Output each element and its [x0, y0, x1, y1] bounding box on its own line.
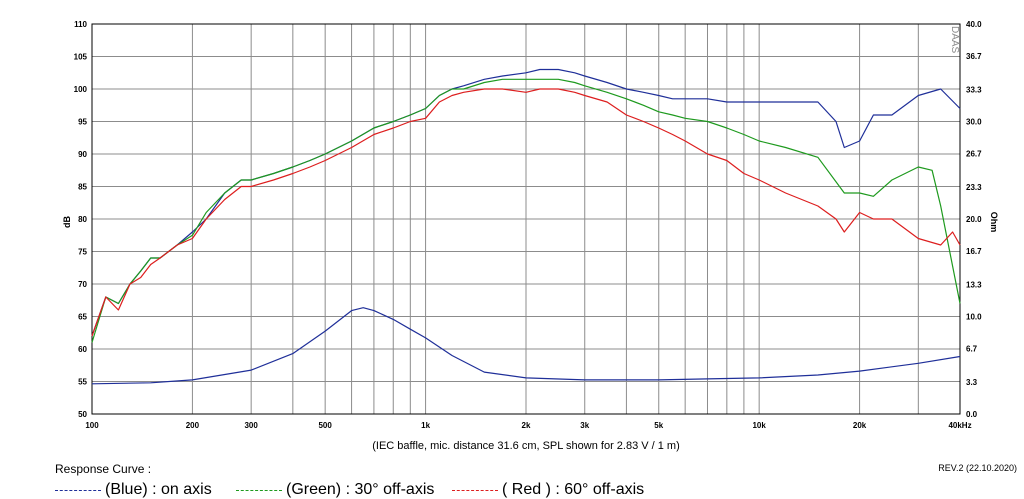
legend-swatch-red	[452, 489, 498, 491]
chart-grid	[92, 24, 960, 414]
y-right-tick-label: 20.0	[966, 215, 982, 224]
y-right-tick-label: 6.7	[966, 345, 978, 354]
y-right-tick-label: 33.3	[966, 85, 982, 94]
legend-label-blue: (Blue) : on axis	[105, 481, 212, 498]
legend-item-green: (Green) : 30° off-axis	[236, 481, 434, 499]
daas-watermark: DAAS	[949, 26, 960, 54]
y-left-tick-label: 95	[78, 118, 87, 127]
series-line-blue-on-axis	[91, 68, 961, 337]
y-right-tick-label: 10.0	[966, 313, 982, 322]
legend-item-blue: (Blue) : on axis	[55, 481, 212, 499]
y-right-tick-label: 23.3	[966, 183, 982, 192]
x-tick-label: 500	[318, 421, 332, 430]
x-tick-label: 100	[85, 421, 99, 430]
legend-label-red: ( Red ) : 60° off-axis	[502, 481, 645, 498]
y-left-tick-label: 60	[78, 345, 87, 354]
x-tick-label: 5k	[654, 421, 663, 430]
series-line-green-30-off-axis	[91, 78, 961, 343]
y-left-tick-label: 75	[78, 248, 87, 257]
y-right-tick-label: 30.0	[966, 118, 982, 127]
x-tick-label: 10k	[752, 421, 766, 430]
y-left-tick-label: 50	[78, 410, 87, 419]
y-left-tick-label: 85	[78, 183, 87, 192]
y-left-tick-label: 110	[74, 20, 87, 29]
legend-swatch-blue	[55, 489, 101, 491]
legend-title: Response Curve :	[55, 462, 152, 476]
y-left-tick-label: 90	[78, 150, 87, 159]
y-left-tick-label: 70	[78, 280, 87, 289]
frequency-response-chart: 100 200 300 500 1k 2k 3k 5k 10k 20k 40kHz 50 55 60 65 7…	[62, 20, 999, 452]
y-right-tick-label: 26.7	[966, 150, 982, 159]
y-right-tick-label: 13.3	[966, 280, 982, 289]
y-right-tick-label: 16.7	[966, 247, 982, 256]
y-right-tick-label: 0.0	[966, 410, 978, 419]
y-axis-left-label: dB	[62, 216, 72, 228]
x-tick-label: 3k	[580, 421, 589, 430]
y-left-tick-label: 65	[78, 313, 87, 322]
x-tick-label: 20k	[853, 421, 867, 430]
y-left-tick-label: 80	[78, 215, 87, 224]
y-left-tick-label: 105	[74, 53, 88, 62]
revision-label: REV.2 (22.10.2020)	[938, 463, 1017, 473]
y-right-tick-label: 36.7	[966, 52, 982, 61]
measurement-note: (IEC baffle, mic. distance 31.6 cm, SPL …	[372, 440, 680, 452]
legend-item-red: ( Red ) : 60° off-axis	[452, 481, 644, 499]
legend-label-green: (Green) : 30° off-axis	[286, 481, 435, 498]
x-tick-label: 300	[244, 421, 258, 430]
series-line-red-60-off-axis	[91, 88, 961, 337]
plot-frame	[91, 23, 961, 415]
x-tick-label: 2k	[522, 421, 531, 430]
y-right-tick-label: 3.3	[966, 378, 978, 387]
x-tick-label: 200	[186, 421, 200, 430]
y-left-tick-label: 55	[78, 378, 87, 387]
series-layer	[91, 68, 961, 385]
series-line-impedance	[91, 307, 961, 385]
y-left-tick-label: 100	[74, 85, 88, 94]
legend-swatch-green	[236, 489, 282, 491]
x-tick-label: 1k	[421, 421, 430, 430]
y-right-tick-label: 40.0	[966, 20, 982, 29]
x-tick-label: 40kHz	[948, 421, 971, 430]
y-axis-right-label: Ohm	[989, 212, 999, 233]
tick-layer: 100 200 300 500 1k 2k 3k 5k 10k 20k 40kHz 50 55 60 65 7…	[74, 20, 982, 430]
